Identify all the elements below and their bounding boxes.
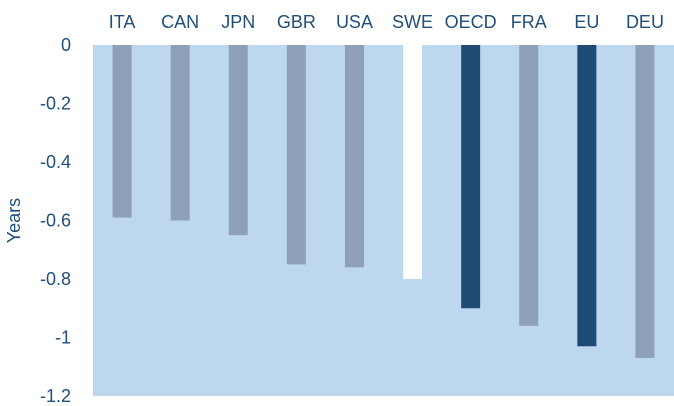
bar-gbr <box>286 45 306 265</box>
category-label-deu: DEU <box>626 12 664 32</box>
y-tick-label: -1 <box>55 328 71 348</box>
y-axis-label: Years <box>4 198 24 243</box>
bar-deu <box>635 45 655 358</box>
category-label-jpn: JPN <box>221 12 255 32</box>
y-tick-label: -0.4 <box>40 152 71 172</box>
category-label-can: CAN <box>161 12 199 32</box>
bar-eu <box>577 45 597 347</box>
y-tick-label: -0.6 <box>40 211 71 231</box>
y-tick-label: -0.2 <box>40 94 71 114</box>
y-axis-ticks: 0 -0.2 -0.4 -0.6 -0.8 -1 -1.2 <box>40 35 71 406</box>
category-label-swe: SWE <box>392 12 433 32</box>
bar-ita <box>112 45 132 218</box>
category-label-oecd: OECD <box>445 12 497 32</box>
category-label-gbr: GBR <box>277 12 316 32</box>
category-label-eu: EU <box>574 12 599 32</box>
category-label-usa: USA <box>336 12 373 32</box>
category-labels: ITA CAN JPN GBR USA SWE OECD FRA EU DEU <box>109 12 664 32</box>
bar-fra <box>519 45 539 326</box>
bar-oecd <box>461 45 481 309</box>
bar-jpn <box>228 45 248 236</box>
plot-area <box>93 45 674 396</box>
bar-can <box>170 45 190 221</box>
category-label-fra: FRA <box>511 12 547 32</box>
category-label-ita: ITA <box>109 12 136 32</box>
y-tick-label: 0 <box>61 35 71 55</box>
y-tick-label: -0.8 <box>40 269 71 289</box>
bar-usa <box>344 45 364 268</box>
bar-series <box>112 45 655 358</box>
bar-swe <box>403 45 423 279</box>
y-tick-label: -1.2 <box>40 386 71 406</box>
